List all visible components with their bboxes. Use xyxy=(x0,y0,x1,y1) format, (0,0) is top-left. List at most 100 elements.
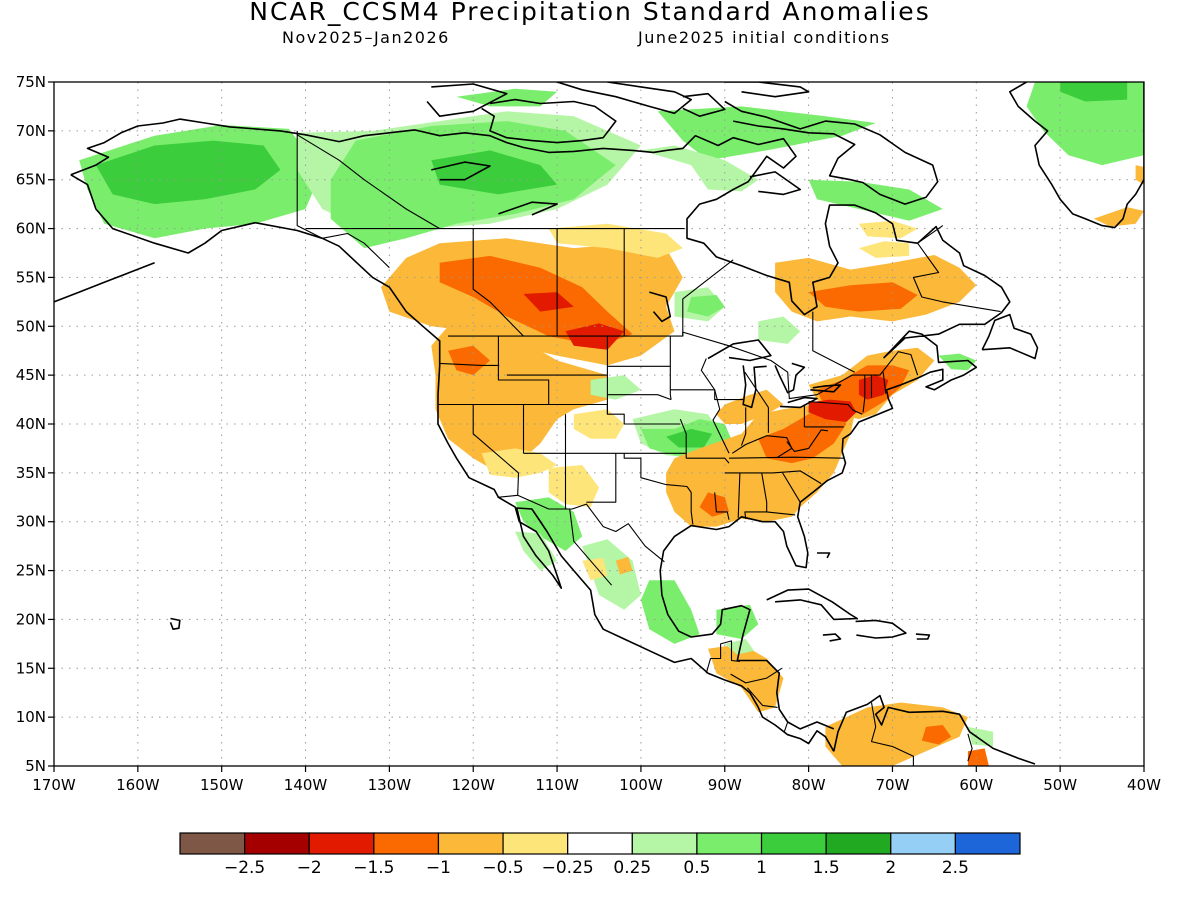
anomaly-venezuela-dry xyxy=(825,702,968,766)
border-il-in xyxy=(740,407,747,446)
colorbar-swatch xyxy=(760,832,827,855)
colorbar-swatch xyxy=(502,832,569,855)
border-qc-lab xyxy=(912,225,1001,313)
colorbar-swatch xyxy=(373,832,440,855)
coast-great-slave-lake xyxy=(498,201,558,216)
lon-tick-label: 110W xyxy=(535,776,579,794)
grid-lines xyxy=(54,82,1144,766)
border-35n xyxy=(724,470,822,485)
colorbar-label: −2 xyxy=(297,858,322,878)
border-ca-nv xyxy=(472,404,519,474)
colorbar-label: −2.5 xyxy=(224,858,265,878)
coast-greenland xyxy=(1008,82,1144,229)
lat-tick-label: 60N xyxy=(16,220,46,238)
lat-tick-label: 55N xyxy=(16,268,46,286)
border-nm-tx xyxy=(586,453,617,503)
lat-tick-label: 45N xyxy=(16,366,46,384)
coast-lake-erie xyxy=(780,396,818,409)
anomaly-dakota-light xyxy=(590,375,641,400)
coast-baffin-island xyxy=(724,100,939,205)
border-ia-il xyxy=(712,389,730,454)
coast-somerset-island xyxy=(682,92,726,117)
border-ne-sd xyxy=(607,394,672,401)
border-us-canada-border xyxy=(448,331,919,400)
coast-aleutians xyxy=(54,262,155,303)
border-tx-la xyxy=(686,486,694,525)
anomaly-ontario-wet xyxy=(758,316,801,344)
anomaly-baja-wet xyxy=(515,497,583,551)
anomaly-baffin-light xyxy=(640,145,759,192)
border-venezuela-border xyxy=(870,702,914,766)
lat-tick-label: 25N xyxy=(16,562,46,580)
border-pa-ny xyxy=(808,400,863,415)
anomaly-venezuela-mid xyxy=(921,725,952,745)
lon-tick-label: 130W xyxy=(368,776,412,794)
lon-tick-label: 90W xyxy=(708,776,742,794)
border-nicaragua-border xyxy=(746,687,778,708)
lat-tick-label: 40N xyxy=(16,415,46,433)
anomaly-hudson-bay-wet2 xyxy=(687,295,725,317)
border-ms-al xyxy=(737,472,741,518)
colorbar-swatch xyxy=(631,832,698,855)
border-nh-me xyxy=(882,372,887,394)
border-ga-sc xyxy=(782,472,801,503)
anomaly-mexico-dry-spot xyxy=(615,556,633,575)
colorbar-label: 1.5 xyxy=(813,858,840,878)
border-la-ms xyxy=(714,492,730,520)
anomaly-mexico-yellow xyxy=(582,557,608,581)
coast-ellesmere-islands xyxy=(556,82,693,115)
coast-jamaica xyxy=(822,633,842,642)
border-guatemala-border xyxy=(705,640,740,674)
longitude-ticks: 170W 160W 150W 140W 130W 120W 110W 100W 90W 80W 70… xyxy=(32,766,1161,794)
anomaly-baffin-wet xyxy=(657,106,876,161)
coast-banks-island xyxy=(426,83,508,117)
colorbar-swatch xyxy=(890,832,956,855)
anomaly-alaska-wet-core xyxy=(95,140,281,205)
anomaly-colombia-dry xyxy=(967,748,989,766)
colorbar-label: −0.25 xyxy=(542,858,594,878)
anomaly-greenland-core xyxy=(1060,82,1128,102)
colorbar-label: −0.5 xyxy=(482,858,523,878)
border-bc-ab xyxy=(472,228,524,337)
coast-bahamas xyxy=(817,552,831,559)
lon-tick-label: 150W xyxy=(200,776,244,794)
lon-tick-label: 80W xyxy=(792,776,826,794)
border-mexico-states xyxy=(569,508,613,586)
coast-lake-ontario xyxy=(810,384,842,393)
border-ga-fl xyxy=(766,511,796,516)
coast-victoria-island xyxy=(481,98,617,144)
anomaly-nw-canada-core xyxy=(431,150,558,195)
colorbar-swatch xyxy=(825,832,892,855)
lon-tick-label: 70W xyxy=(876,776,910,794)
coast-cuba xyxy=(766,588,859,621)
colorbar-swatch xyxy=(308,832,375,855)
lon-tick-label: 100W xyxy=(619,776,663,794)
anomaly-central-am-light xyxy=(724,639,755,655)
anomaly-baja-light xyxy=(515,531,558,571)
colorbar-label: 2 xyxy=(885,858,896,878)
coast-newfoundland xyxy=(981,313,1039,360)
coast-devon-island xyxy=(724,82,810,98)
anomaly-quebec-mid xyxy=(808,282,918,312)
border-ny-vt xyxy=(862,375,866,413)
coast-hawaii xyxy=(169,617,181,631)
anomaly-southwest-yellow xyxy=(548,465,599,508)
page-title: NCAR_CCSM4 Precipitation Standard Anomal… xyxy=(249,0,931,26)
colorbar-label: 0.25 xyxy=(613,858,651,878)
colorbar-label: 0.5 xyxy=(683,858,710,878)
lat-tick-label: 20N xyxy=(16,610,46,628)
lat-tick-label: 30N xyxy=(16,513,46,531)
anomaly-yucatan-wet xyxy=(716,604,759,639)
anomaly-prairie-dry-core xyxy=(523,292,574,312)
coast-south-america-north xyxy=(833,694,1036,765)
anomaly-guyana-light xyxy=(967,726,994,747)
border-mo-w xyxy=(679,418,687,459)
colorbar-swatch xyxy=(437,832,504,855)
border-guyana-border xyxy=(967,733,973,762)
anomaly-greenland-wet xyxy=(1026,82,1144,166)
lon-tick-label: 140W xyxy=(284,776,328,794)
lon-tick-label: 50W xyxy=(1043,776,1077,794)
border-us-mexico-border xyxy=(497,494,665,563)
anomaly-greenland-dry xyxy=(1093,207,1144,227)
